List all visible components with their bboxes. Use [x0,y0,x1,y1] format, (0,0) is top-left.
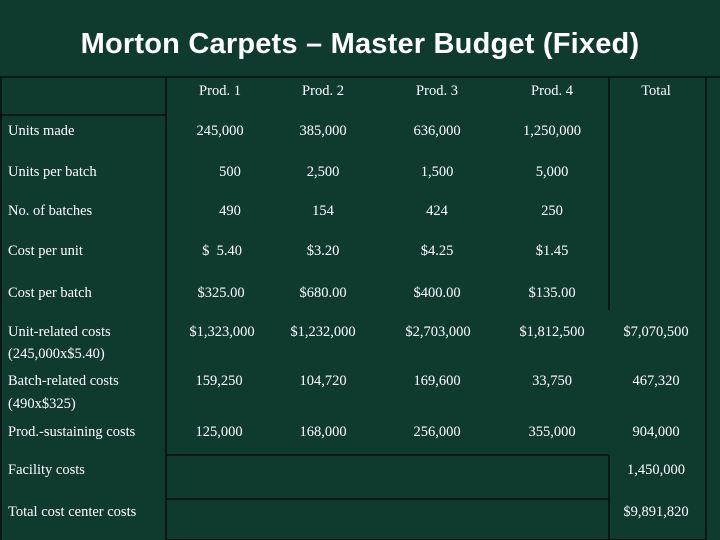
table-cell: $400.00 [413,285,461,301]
table-cell: 1,450,000 [627,462,685,478]
table-cell: 904,000 [632,424,680,440]
table-cell: 500 [219,164,241,180]
column-header-total: Total [641,83,671,99]
column-header-prod-3: Prod. 3 [416,83,458,99]
table-cell: $7,070,500 [623,324,689,340]
table-cell: $1.45 [535,243,569,259]
table-cell: 467,320 [632,373,680,389]
table-cell: 1,250,000 [523,123,581,139]
table-cell: 2,500 [306,164,340,180]
table-cell: $135.00 [528,285,576,301]
table-cell: 1,500 [420,164,454,180]
row-label-units-made: Units made [8,123,75,139]
column-header-prod-1: Prod. 1 [199,83,241,99]
table-cell: $2,703,000 [405,324,471,340]
table-cell: 245,000 [196,123,244,139]
table-cell: $ 5.40 [202,243,242,259]
table-cell: 385,000 [299,123,347,139]
table-cell: 154 [312,203,334,219]
slide-title: Morton Carpets – Master Budget (Fixed) [80,28,640,60]
table-cell: $1,232,000 [290,324,356,340]
table-cell: 104,720 [299,373,347,389]
table-cell: 256,000 [413,424,461,440]
table-cell: 490 [219,203,241,219]
table-cell: $4.25 [420,243,454,259]
table-cell: $3.20 [306,243,340,259]
table-cell: 250 [541,203,563,219]
row-label-batch-related-costs: Batch-related costs [8,373,119,389]
row-sublabel-unit-related-costs: (245,000x$5.40) [8,346,105,362]
table-cell: $1,812,500 [519,324,585,340]
table-cell: 636,000 [413,123,461,139]
table-cell: 169,600 [413,373,461,389]
row-label-cost-per-batch: Cost per batch [8,285,92,301]
row-label-cost-per-unit: Cost per unit [8,243,83,259]
row-label-no-of-batches: No. of batches [8,203,93,219]
table-cell: 125,000 [195,424,243,440]
table-cell: $9,891,820 [623,504,689,520]
row-label-units-per-batch: Units per batch [8,164,97,180]
table-cell: $680.00 [299,285,347,301]
table-cell: 168,000 [299,424,347,440]
row-label-prod-sustaining-costs: Prod.-sustaining costs [8,424,136,440]
table-cell: 5,000 [535,164,569,180]
column-header-prod-4: Prod. 4 [531,83,573,99]
table-cell: 355,000 [528,424,576,440]
table-cell: $325.00 [197,285,245,301]
row-label-total-cost-center-costs: Total cost center costs [8,504,137,520]
table-cell: 33,750 [532,373,572,389]
table-cell: 424 [426,203,448,219]
row-sublabel-batch-related-costs: (490x$325) [8,396,76,412]
row-label-facility-costs: Facility costs [8,462,85,478]
row-label-unit-related-costs: Unit-related costs [8,324,111,340]
column-header-prod-2: Prod. 2 [302,83,344,99]
table-cell: $1,323,000 [189,324,255,340]
table-cell: 159,250 [195,373,243,389]
